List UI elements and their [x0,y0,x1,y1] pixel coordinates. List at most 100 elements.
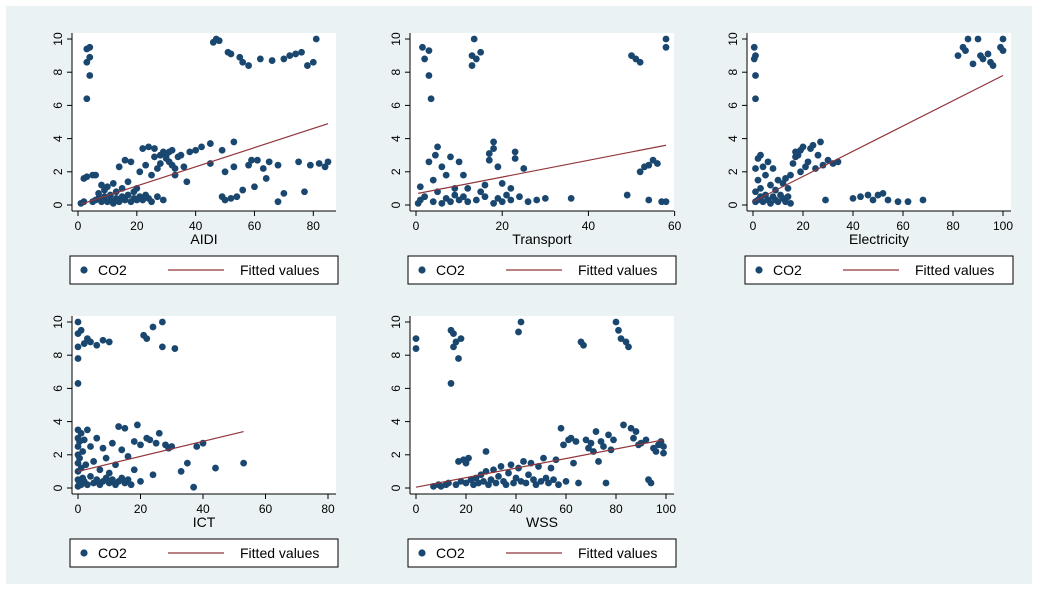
co2-point [879,189,887,197]
co2-point [520,458,527,465]
co2-point [236,53,244,61]
co2-point [764,158,772,166]
co2-point [804,158,812,166]
co2-point [460,193,467,201]
co2-point [206,140,214,147]
co2-point [490,199,497,207]
plot-area [747,33,1011,211]
co2-point [515,328,522,336]
x-tick-label: 20 [459,502,473,516]
co2-point [481,181,489,189]
co2-point [240,459,248,467]
co2-point [137,441,144,449]
co2-point [782,175,789,182]
co2-point [233,193,241,201]
co2-point [245,62,252,69]
x-tick-label: 0 [750,219,757,233]
co2-point [321,163,329,171]
co2-point [447,198,454,206]
co2-point [124,476,132,484]
co2-point [817,138,824,146]
fitted-values-line [80,123,329,205]
x-tick-label: 100 [993,219,1013,233]
co2-point [490,145,497,152]
co2-point [139,196,147,204]
co2-point [295,158,302,166]
co2-point [662,43,670,51]
y-tick-label: 2 [726,168,740,175]
co2-point [520,165,528,172]
co2-point [109,180,117,187]
co2-point [212,464,219,472]
co2-point [632,428,640,435]
co2-point [254,156,261,164]
x-tick-label: 40 [846,219,860,233]
co2-point [154,165,161,172]
co2-point [105,338,113,346]
co2-point [301,188,308,196]
co2-point [152,439,160,447]
co2-point [93,476,101,484]
co2-point [989,62,997,69]
co2-point [90,458,98,465]
co2-point [447,153,454,161]
co2-point [292,50,300,58]
co2-point [507,196,515,204]
co2-point [193,443,201,450]
co2-point [752,188,759,196]
co2-point [468,62,476,69]
co2-point [787,171,794,179]
co2-point [180,163,188,171]
co2-point [427,95,435,103]
co2-point [87,338,94,346]
co2-point [550,476,557,484]
co2-point [98,198,105,206]
co2-point [490,138,497,146]
fitted-values-line [418,144,667,194]
co2-point [447,380,455,387]
y-tick-label: 6 [389,385,403,392]
co2-point [480,477,487,485]
co2-point [759,163,767,171]
co2-point [127,481,135,489]
x-tick-label: 40 [196,502,210,516]
co2-point [465,454,472,462]
x-tick-label: 80 [321,502,335,516]
co2-point [969,60,977,68]
co2-point [562,477,570,485]
co2-point [919,196,927,204]
co2-point [171,345,179,352]
figure-background: 0 2 4 6 8 10 0 20 40 60 80 AIDI CO2 Fitted values 0 2 4 6… [6,6,1032,584]
x-tick-label: 60 [896,219,910,233]
co2-point [984,50,992,58]
co2-point [497,463,505,470]
co2-point [472,55,480,63]
legend-co2-marker [80,549,88,557]
co2-point [421,55,429,63]
co2-point [789,160,797,167]
co2-point [83,481,91,489]
co2-point [86,43,94,51]
co2-point [494,163,502,171]
legend-co2-marker [755,266,763,274]
co2-point [274,161,282,169]
co2-points [74,318,248,491]
x-axis-title: WSS [526,514,558,530]
co2-point [814,151,822,159]
co2-point [115,163,123,171]
co2-point [575,479,582,487]
co2-point [425,47,433,55]
co2-point [198,143,205,151]
x-axis-title: Electricity [849,231,909,247]
legend-fitted-label: Fitted values [240,262,319,278]
co2-point [752,52,759,59]
y-tick-label: 4 [51,418,65,425]
co2-point [79,448,87,455]
co2-point [472,196,480,204]
co2-point [541,194,549,202]
co2-point [421,193,429,201]
y-tick-label: 8 [51,69,65,76]
co2-point [312,35,320,43]
